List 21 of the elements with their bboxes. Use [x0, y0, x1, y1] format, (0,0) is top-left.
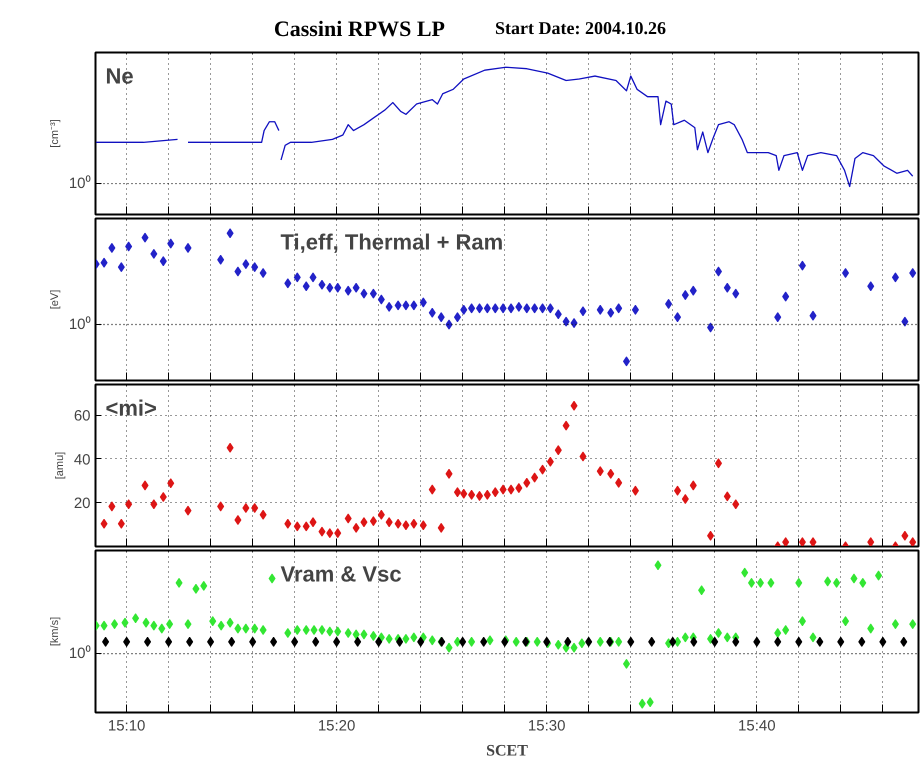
y-axis-title: [amu] — [54, 452, 66, 480]
x-tick-label: 15:20 — [318, 718, 356, 734]
y-axis-title: [eV] — [48, 290, 61, 310]
x-axis-title: SCET — [486, 742, 528, 760]
annotation: Vram & Vsc — [280, 562, 402, 586]
x-tick-label: 15:40 — [738, 718, 776, 734]
y-tick-label: 40 — [74, 451, 91, 468]
chart-title: Cassini RPWS LP — [274, 15, 445, 43]
chart-subtitle: Start Date: 2004.10.26 — [495, 17, 666, 40]
ref-line-label: 10⁰ — [68, 175, 91, 192]
ref-line-label: 10⁰ — [68, 645, 91, 662]
x-tick-label: 15:30 — [528, 718, 566, 734]
y-tick-label: 60 — [74, 408, 91, 425]
annotation: Ti,eff, Thermal + Ram — [280, 230, 504, 254]
y-tick-label: 20 — [74, 495, 91, 512]
y-axis-title: [cm⁻³] — [48, 119, 61, 148]
y-axis-title: [km/s] — [48, 616, 61, 646]
annotation: <mi> — [106, 396, 157, 420]
ref-line-label: 10⁰ — [68, 316, 91, 334]
x-tick-label: 15:10 — [108, 718, 146, 734]
annotation: Ne — [106, 64, 134, 88]
